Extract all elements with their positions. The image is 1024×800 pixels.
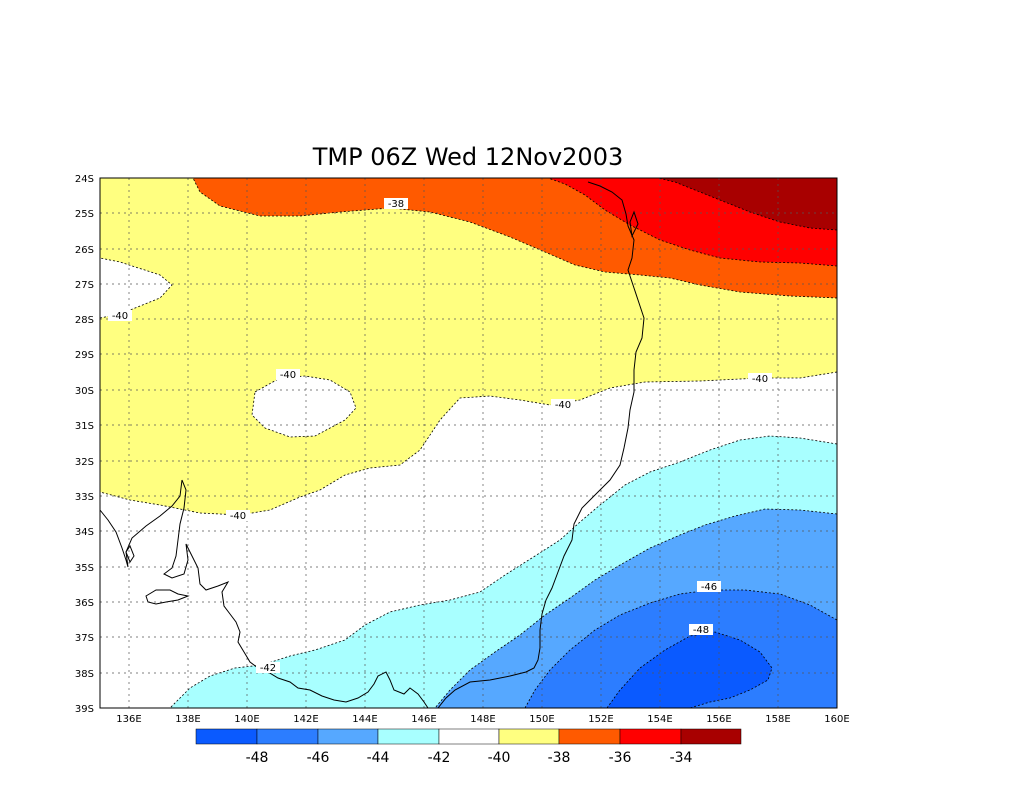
colorbar-swatch xyxy=(195,728,258,745)
colorbar-label: -44 xyxy=(367,750,390,766)
y-tick-label: 30S xyxy=(75,386,94,397)
x-tick-label: 146E xyxy=(411,714,436,725)
y-tick-label: 29S xyxy=(75,350,94,361)
y-tick-label: 26S xyxy=(75,245,94,256)
colorbar-label: -36 xyxy=(609,750,632,766)
colorbar: -48 -46 -44 -42 -40 -38 -36 -34 xyxy=(195,728,742,766)
colorbar-label: -48 xyxy=(246,750,269,766)
x-tick-label: 136E xyxy=(116,714,141,725)
x-tick-label: 154E xyxy=(647,714,672,725)
colorbar-swatch xyxy=(680,728,742,745)
colorbar-swatch xyxy=(558,728,621,745)
x-axis-ticks: 136E 138E 140E 142E 144E 146E 148E 150E … xyxy=(116,714,849,725)
x-tick-label: 160E xyxy=(824,714,849,725)
island-white xyxy=(251,375,357,438)
contour-label-minus40-east: -40 xyxy=(752,374,768,385)
plot-border xyxy=(99,177,838,709)
y-tick-label: 25S xyxy=(75,209,94,220)
x-tick-label: 150E xyxy=(529,714,554,725)
y-tick-label: 39S xyxy=(75,704,94,715)
plot-area xyxy=(100,178,837,708)
contour-label-minus40-south: -40 xyxy=(230,511,246,522)
colorbar-swatch xyxy=(256,728,319,745)
contour-labels: -38 -40 -40 -40 -40 -40 -42 -46 -48 xyxy=(108,198,772,674)
x-tick-label: 142E xyxy=(293,714,318,725)
colorbar-label: -34 xyxy=(670,750,693,766)
y-tick-label: 33S xyxy=(75,492,94,503)
x-tick-label: 148E xyxy=(470,714,495,725)
y-tick-label: 34S xyxy=(75,527,94,538)
colorbar-swatch xyxy=(317,728,379,745)
x-tick-label: 158E xyxy=(765,714,790,725)
band-dark-red xyxy=(658,178,837,230)
y-tick-label: 37S xyxy=(75,633,94,644)
colorbar-swatch xyxy=(619,728,682,745)
y-tick-label: 36S xyxy=(75,598,94,609)
y-tick-label: 28S xyxy=(75,315,94,326)
y-tick-label: 31S xyxy=(75,421,94,432)
contour-label-minus46: -46 xyxy=(701,582,717,593)
map-title: TMP 06Z Wed 12Nov2003 xyxy=(312,143,624,171)
contour-label-minus48: -48 xyxy=(693,625,709,636)
contour-label-minus42: -42 xyxy=(260,663,276,674)
coastline xyxy=(100,181,645,708)
x-tick-label: 138E xyxy=(175,714,200,725)
x-tick-label: 156E xyxy=(706,714,731,725)
y-tick-label: 35S xyxy=(75,563,94,574)
colorbar-label: -46 xyxy=(307,750,330,766)
contour-label-minus40-west: -40 xyxy=(112,311,128,322)
colorbar-swatch xyxy=(377,728,440,745)
y-tick-label: 38S xyxy=(75,669,94,680)
colorbar-label: -42 xyxy=(428,750,451,766)
band-dark-blue xyxy=(607,632,772,708)
y-tick-label: 32S xyxy=(75,457,94,468)
y-tick-label: 24S xyxy=(75,174,94,185)
colorbar-swatch xyxy=(438,728,500,745)
colorbar-label: -40 xyxy=(488,750,511,766)
x-tick-label: 140E xyxy=(234,714,259,725)
y-tick-label: 27S xyxy=(75,280,94,291)
colorbar-swatch xyxy=(498,728,560,745)
x-tick-label: 144E xyxy=(352,714,377,725)
contour-label-minus40-center: -40 xyxy=(555,400,571,411)
contour-label-minus38: -38 xyxy=(388,199,404,210)
contour-label-minus40-island: -40 xyxy=(280,370,296,381)
grid-lines xyxy=(100,178,837,708)
y-axis-ticks: 24S 25S 26S 27S 28S 29S 30S 31S 32S 33S … xyxy=(75,174,94,715)
colorbar-label: -38 xyxy=(548,750,571,766)
x-tick-label: 152E xyxy=(588,714,613,725)
